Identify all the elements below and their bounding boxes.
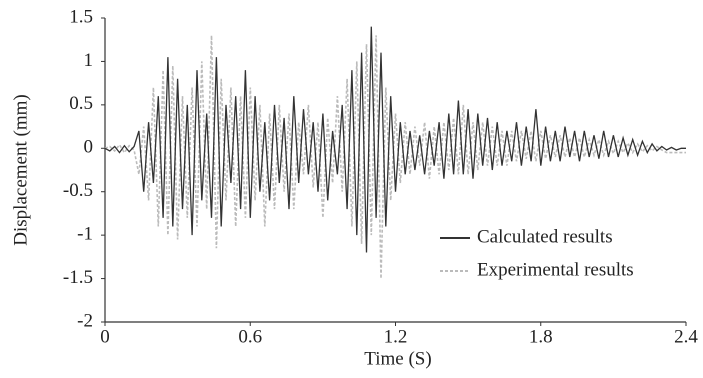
x-tick-label: 0 xyxy=(100,326,110,347)
y-tick-label: 0.5 xyxy=(69,93,93,114)
y-tick-label: -0.5 xyxy=(63,180,93,201)
y-tick-label: -2 xyxy=(77,310,93,331)
data-line xyxy=(104,26,686,253)
y-tick-label: -1.5 xyxy=(63,267,93,288)
y-tick-label: 1 xyxy=(84,50,94,71)
x-tick-label: 1.2 xyxy=(384,326,408,347)
x-tick-label: 1.8 xyxy=(529,326,553,347)
x-axis-label: Time (S) xyxy=(364,348,431,369)
y-tick-label: -1 xyxy=(77,224,93,245)
x-tick-label: 0.6 xyxy=(238,326,262,347)
legend-label: Experimental results xyxy=(477,259,634,280)
y-axis-label: Displacement (mm) xyxy=(10,94,31,245)
y-tick-label: 1.5 xyxy=(69,6,93,27)
x-tick-label: 2.4 xyxy=(674,326,698,347)
y-tick-label: 0 xyxy=(84,137,94,158)
data-line xyxy=(104,35,686,279)
legend-label: Calculated results xyxy=(477,226,613,247)
